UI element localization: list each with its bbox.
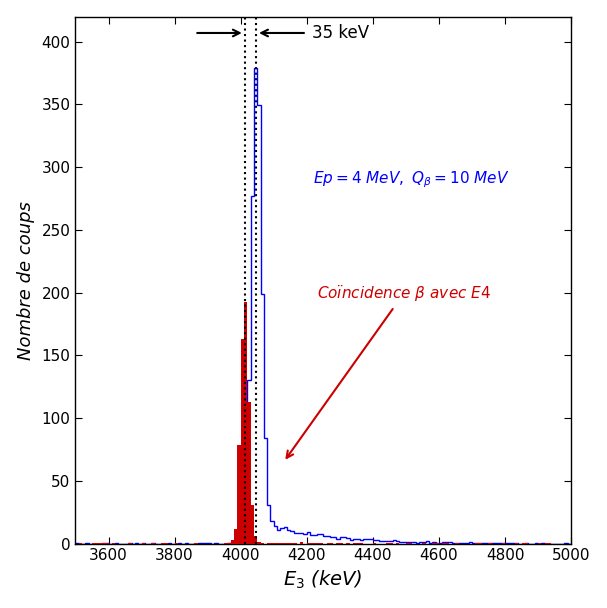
X-axis label: $E_3$ (keV): $E_3$ (keV) [283,569,363,592]
Text: $Co\ddot{\i}ncidence\ \beta\ avec\ E4$: $Co\ddot{\i}ncidence\ \beta\ avec\ E4$ [287,283,491,458]
Text: 35 keV: 35 keV [312,24,369,42]
Text: $Ep=4\ MeV,\ Q_{\beta}=10\ MeV$: $Ep=4\ MeV,\ Q_{\beta}=10\ MeV$ [313,170,510,190]
Y-axis label: Nombre de coups: Nombre de coups [16,201,35,359]
